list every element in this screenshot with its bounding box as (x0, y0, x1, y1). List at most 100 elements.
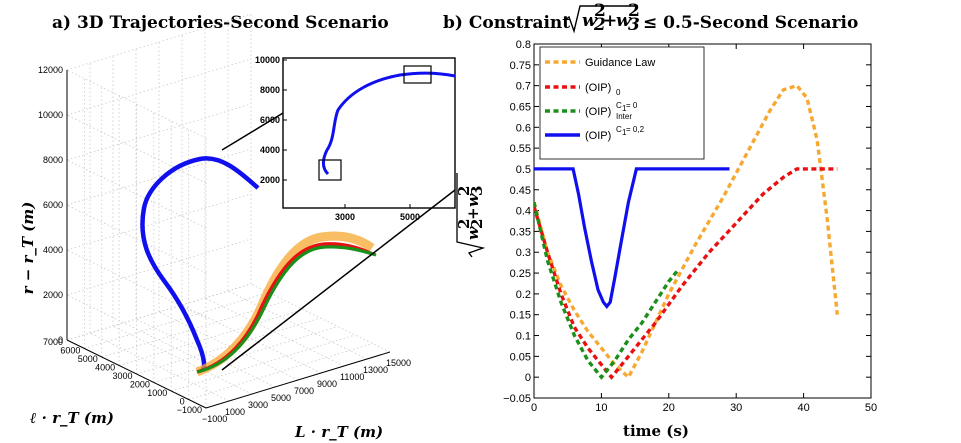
svg-text:2: 2 (593, 15, 606, 35)
svg-text:3: 3 (628, 15, 640, 35)
panel-b-title-right: ≤ 0.5-Second Scenario (643, 13, 858, 33)
inset-x-tick-label: 3000 (335, 212, 355, 222)
legend-box (539, 46, 705, 160)
y-tick-label: 0.25 (510, 268, 531, 280)
y3d-tick-label: 7000 (43, 337, 63, 347)
y3d-tick-label: 0 (180, 397, 185, 407)
y3d-tick-label: 3000 (112, 371, 132, 381)
panel-a-y-axis-label: ℓ · r_T (m) (30, 409, 114, 427)
y-tick-label: 0.05 (510, 351, 531, 363)
y-tick-label: 0.65 (510, 101, 531, 113)
svg-text:2: 2 (628, 1, 640, 21)
x-tick-label: 0 (531, 402, 537, 414)
svg-text:2: 2 (455, 186, 473, 196)
y3d-tick-label: 1000 (147, 388, 167, 398)
z3d-tick-label: 8000 (43, 155, 63, 165)
inset-blue-trajectory (321, 71, 456, 176)
y-tick-label: −0.05 (503, 393, 531, 405)
svg-text:2: 2 (455, 219, 473, 229)
inset-tick-labels: 2000 4000 6000 8000 10000 3000 5000 (255, 55, 420, 222)
svg-text:Inter: Inter (616, 112, 632, 121)
blue-trajectory-3d (140, 156, 260, 373)
panel-b-constraint-plot: b) Constraint w 2 2 + w 3 2 ≤ 0.5-Second… (443, 1, 877, 440)
svg-text:= 0: = 0 (626, 101, 638, 110)
panel-b-ticks: 0 10 20 30 40 50−0.0500.050.10.150.20.250.30.… (503, 39, 877, 414)
panel-b-series (534, 83, 839, 380)
floor-grid-y (84, 292, 269, 349)
wall-grid-z-back (66, 148, 252, 206)
floor-grid-y (119, 309, 304, 366)
legend-entry-1: (OIP) 0 (585, 82, 621, 97)
inset-x-tick-label: 5000 (400, 212, 420, 222)
green-trajectory-3d (196, 245, 377, 374)
y-tick-label: 0.15 (510, 310, 531, 322)
x3d-tick-label: 1000 (225, 407, 245, 417)
panel-b-y-axis-label: w 2 2 + w 3 2 (455, 173, 486, 258)
floor-grid-y (188, 343, 373, 400)
panel-a-trajectories (140, 156, 377, 377)
svg-text:(OIP): (OIP) (585, 106, 611, 118)
panel-b-title-left: b) Constraint (443, 13, 570, 33)
z3d-tick-label: 2000 (43, 290, 63, 300)
panel-a-3d-trajectories: a) 3D Trajectories-Second Scenario −1000… (19, 13, 456, 441)
y3d-tick-label: 2000 (130, 380, 150, 390)
x3d-tick-label: 9000 (317, 379, 337, 389)
x3d-tick-label: 15000 (386, 358, 411, 368)
wall-grid-z-back (66, 193, 252, 251)
y-tick-label: 0.8 (516, 39, 531, 51)
wall-grid-z-back (66, 13, 252, 71)
floor-grid-y (171, 334, 356, 392)
x3d-tick-label: 11000 (340, 372, 364, 382)
y-tick-label: 0.1 (516, 331, 531, 343)
y-tick-label: 0 (525, 372, 531, 384)
inset-frame (282, 57, 456, 209)
wall-grid-z-left (66, 69, 207, 139)
panel-a-zoom-inset: 2000 4000 6000 8000 10000 3000 5000 (255, 55, 456, 222)
svg-text:1: 1 (622, 128, 627, 137)
svg-text:0: 0 (616, 88, 621, 97)
inset-y-tick-label: 6000 (260, 115, 280, 125)
inset-y-tick-label: 2000 (260, 175, 280, 185)
inset-y-tick-label: 10000 (255, 55, 280, 65)
panel-a-x-axis-label: L · r_T (m) (294, 423, 383, 441)
y-tick-label: 0.55 (510, 143, 531, 155)
z3d-tick-label: 6000 (43, 200, 63, 210)
floor-grid-y (153, 326, 338, 383)
svg-text:3: 3 (468, 186, 486, 196)
legend-entry-2: (OIP) Inter C 1 = 0 (585, 101, 638, 121)
inset-y-tick-label: 4000 (260, 145, 280, 155)
y-tick-label: 0.35 (510, 226, 531, 238)
svg-text:w: w (616, 11, 632, 31)
svg-text:+: + (603, 11, 617, 31)
y3d-tick-label: 4000 (95, 363, 115, 373)
panel-a-tick-labels: −100010003000500070009000110001300015000… (38, 65, 411, 424)
inset-pointer-line-top (221, 112, 284, 151)
x-tick-label: 40 (797, 402, 809, 414)
svg-text:1: 1 (622, 104, 627, 113)
floor-grid-y (136, 317, 321, 375)
z3d-tick-label: 4000 (43, 245, 63, 255)
panel-b-x-axis-label: time (s) (623, 422, 689, 440)
x-tick-label: 10 (595, 402, 607, 414)
x-tick-label: 30 (730, 402, 742, 414)
y-tick-label: 0.2 (516, 289, 531, 301)
svg-text:(OIP): (OIP) (585, 82, 611, 94)
x-tick-label: 50 (865, 402, 877, 414)
series-line-2 (534, 201, 681, 380)
svg-text:(OIP): (OIP) (585, 130, 611, 142)
svg-text:+: + (464, 207, 482, 220)
panel-a-z-axis-label: r − r_T (m) (19, 202, 37, 295)
x3d-tick-label: 7000 (294, 386, 314, 396)
x3d-tick-label: 5000 (271, 393, 291, 403)
legend-entry-3: (OIP) C 1 = 0,2 (585, 125, 645, 142)
z3d-tick-label: 12000 (38, 65, 63, 75)
y-tick-label: 0.75 (510, 60, 531, 72)
x3d-tick-label: 3000 (248, 400, 268, 410)
svg-text:w: w (464, 193, 482, 207)
wall-grid-z-left (66, 204, 207, 274)
y3d-tick-label: 6000 (60, 346, 80, 356)
x-axis-line (205, 351, 391, 409)
svg-text:2: 2 (468, 219, 486, 229)
